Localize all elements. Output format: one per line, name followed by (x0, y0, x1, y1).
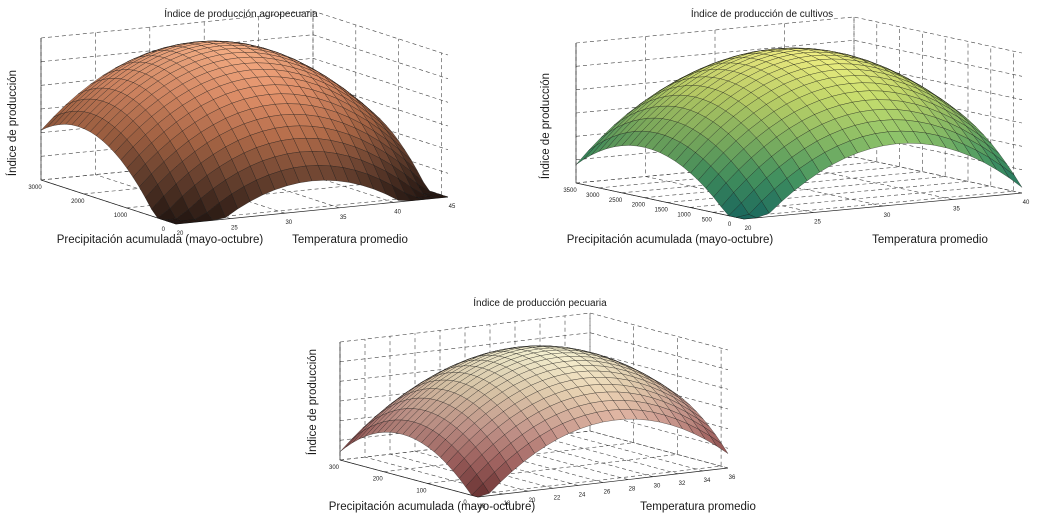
y-tick-label: 45 (449, 204, 456, 210)
x-tick-label: 3000 (586, 193, 600, 199)
y-axis-label: Temperatura promedio (640, 501, 756, 513)
y-tick-label: 20 (745, 226, 752, 232)
x-axis-label: Precipitación acumulada (mayo-octubre) (567, 234, 774, 246)
y-tick-label: 30 (654, 484, 661, 490)
x-tick-label: 1000 (114, 213, 128, 219)
x-tick-label: 2000 (71, 199, 85, 205)
chart-title: Índice de producción pecuaria (473, 296, 607, 309)
x-tick-label: 3500 (563, 188, 577, 194)
y-tick-label: 25 (231, 226, 238, 232)
x-tick-label: 2500 (609, 198, 623, 204)
y-tick-label: 32 (679, 481, 686, 487)
y-tick-label: 24 (579, 492, 586, 498)
x-tick-label: 500 (702, 217, 713, 223)
y-tick-label: 20 (177, 231, 184, 237)
x-tick-label: 3000 (28, 185, 42, 191)
surface-chart-2: 3500 3000 2500 2000 1500 1000 500 0 20 25 30 35 40 Ín… (539, 7, 1030, 246)
y-tick-label: 40 (394, 209, 401, 215)
x-axis-label: Precipitación acumulada (mayo-octubre) (329, 501, 536, 513)
y-tick-label: 36 (729, 475, 736, 481)
x-tick-label: 0 (463, 500, 467, 506)
surface-3 (339, 345, 729, 498)
x-tick-label: 2000 (632, 203, 646, 209)
chart-title: Índice de producción agropecuaria (164, 7, 318, 20)
y-tick-label: 30 (285, 220, 292, 226)
z-axis-label: Índice de producción (306, 349, 319, 455)
surface-chart-1: 3000 2000 1000 0 20 25 30 35 40 45 Índice de produ… (6, 7, 456, 246)
surface-chart-3: 300 200 100 0 16 18 20 22 24 26 28 30 32 34 36 Índice d… (306, 296, 756, 513)
x-tick-label: 1000 (677, 212, 691, 218)
y-tick-label: 16 (479, 504, 486, 510)
y-tick-label: 40 (1023, 200, 1030, 206)
y-axis-label: Temperatura promedio (292, 234, 408, 246)
y-tick-label: 26 (604, 490, 611, 496)
y-tick-label: 34 (704, 478, 711, 484)
surface-2 (575, 47, 1023, 220)
x-tick-label: 300 (329, 465, 340, 471)
y-tick-label: 25 (814, 220, 821, 226)
x-tick-label: 0 (728, 222, 732, 228)
chart-title: Índice de producción de cultivos (691, 7, 833, 20)
y-axis-label: Temperatura promedio (872, 234, 988, 246)
surface-1 (40, 40, 449, 225)
y-tick-label: 35 (340, 215, 347, 221)
x-tick-label: 200 (373, 477, 384, 483)
x-tick-label: 100 (416, 488, 427, 494)
x-tick-label: 1500 (655, 208, 669, 214)
y-tick-label: 28 (629, 487, 636, 493)
x-tick-label: 0 (162, 227, 166, 233)
y-tick-label: 18 (504, 501, 511, 507)
y-tick-label: 35 (953, 207, 960, 213)
x-axis-label: Precipitación acumulada (mayo-octubre) (57, 234, 264, 246)
y-tick-label: 20 (529, 498, 536, 504)
z-axis-label: Índice de producción (6, 70, 19, 176)
y-tick-label: 30 (884, 213, 891, 219)
z-axis-label: Índice de producción (539, 73, 552, 179)
y-tick-label: 22 (554, 495, 561, 501)
